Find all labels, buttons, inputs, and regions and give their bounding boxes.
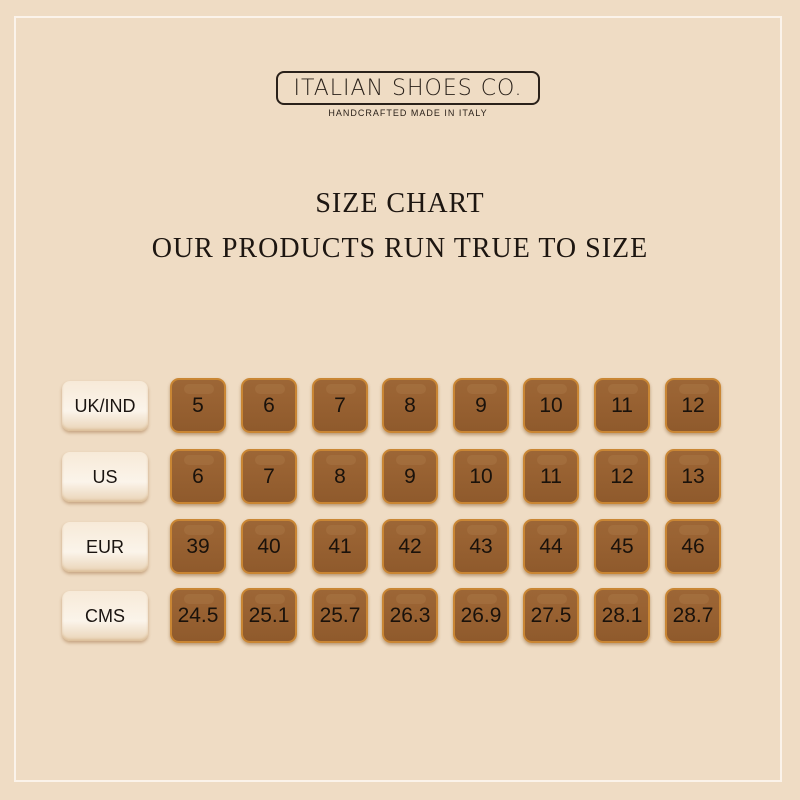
size-cell: 11 — [523, 449, 579, 504]
size-cell: 41 — [312, 519, 368, 574]
size-row: UK/IND 5 6 7 8 9 10 11 12 — [0, 378, 800, 434]
size-cell: 43 — [453, 519, 509, 574]
row-label: EUR — [62, 522, 148, 572]
size-cell: 27.5 — [523, 588, 579, 643]
size-cell: 45 — [594, 519, 650, 574]
size-cell: 28.7 — [665, 588, 721, 643]
size-cell: 26.3 — [382, 588, 438, 643]
size-cell: 10 — [453, 449, 509, 504]
size-cell: 7 — [312, 378, 368, 433]
size-cell: 25.1 — [241, 588, 297, 643]
size-cell: 40 — [241, 519, 297, 574]
size-cell: 10 — [523, 378, 579, 433]
size-cell: 12 — [594, 449, 650, 504]
size-cell: 44 — [523, 519, 579, 574]
size-cell: 7 — [241, 449, 297, 504]
size-cell: 25.7 — [312, 588, 368, 643]
page-subtitle: OUR PRODUCTS RUN TRUE TO SIZE — [151, 233, 649, 264]
size-row: US 6 7 8 9 10 11 12 13 — [0, 449, 800, 505]
row-label: UK/IND — [62, 381, 148, 431]
row-label: CMS — [62, 591, 148, 641]
size-cell: 26.9 — [453, 588, 509, 643]
size-cell: 11 — [594, 378, 650, 433]
size-row: EUR 39 40 41 42 43 44 45 46 — [0, 519, 800, 575]
size-cell: 6 — [241, 378, 297, 433]
brand-tagline: HANDCRAFTED MADE IN ITALY — [328, 108, 488, 118]
size-cell: 8 — [382, 378, 438, 433]
page-title: SIZE CHART — [315, 188, 485, 219]
size-cell: 42 — [382, 519, 438, 574]
size-cell: 12 — [665, 378, 721, 433]
size-row: CMS 24.5 25.1 25.7 26.3 26.9 27.5 28.1 28.7 — [0, 588, 800, 644]
row-label: US — [62, 452, 148, 502]
brand-logo: ITALIAN SHOES CO. — [276, 71, 540, 105]
size-cell: 9 — [382, 449, 438, 504]
size-cell: 24.5 — [170, 588, 226, 643]
size-cell: 13 — [665, 449, 721, 504]
size-cell: 6 — [170, 449, 226, 504]
size-cell: 28.1 — [594, 588, 650, 643]
size-cell: 39 — [170, 519, 226, 574]
size-cell: 5 — [170, 378, 226, 433]
page-frame — [14, 16, 782, 782]
size-cell: 9 — [453, 378, 509, 433]
size-cell: 8 — [312, 449, 368, 504]
size-cell: 46 — [665, 519, 721, 574]
